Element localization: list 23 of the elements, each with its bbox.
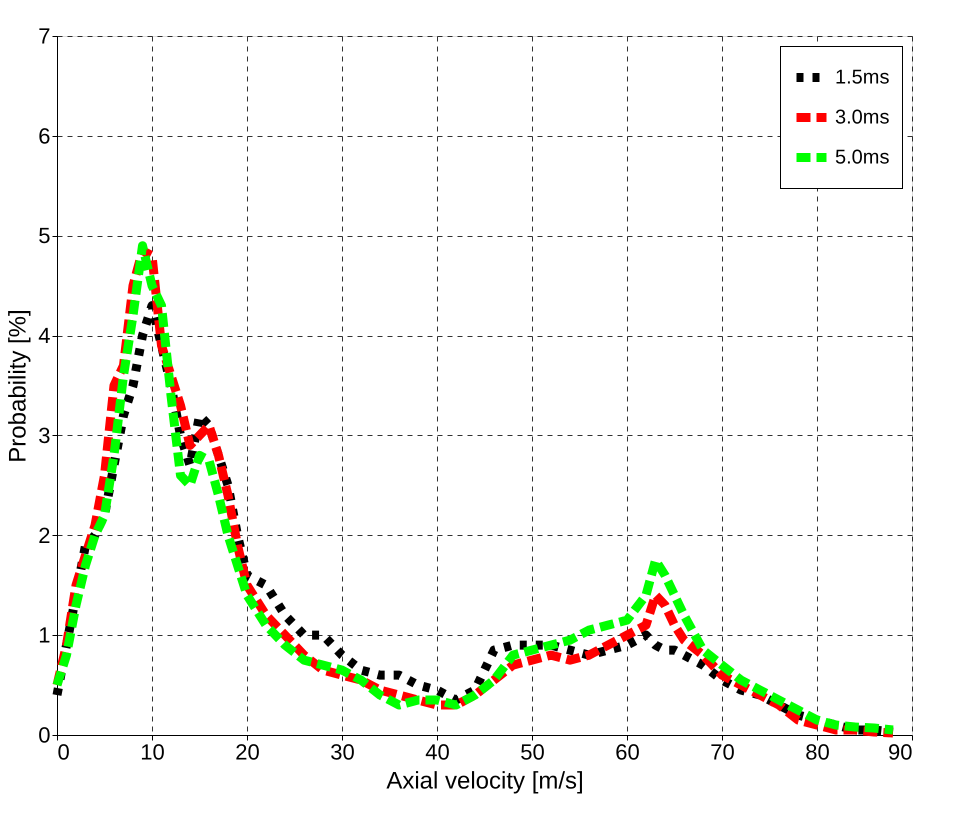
x-tick-label: 20: [235, 740, 260, 764]
y-tick-label: 0: [38, 722, 50, 748]
x-tick-label: 0: [58, 740, 70, 764]
legend-label: 3.0ms: [835, 106, 890, 128]
legend-label: 1.5ms: [835, 66, 890, 88]
y-tick-label: 4: [38, 323, 50, 348]
x-tick-label: 30: [330, 740, 355, 764]
y-tick-label: 3: [38, 422, 50, 448]
legend-label: 5.0ms: [835, 146, 890, 168]
x-tick-label: 10: [140, 740, 165, 764]
x-axis-title: Axial velocity [m/s]: [386, 768, 584, 794]
y-tick-label: 6: [38, 123, 50, 148]
x-tick-label: 90: [888, 740, 912, 764]
y-axis-title: Probability [%]: [4, 309, 32, 463]
y-tick-label: 5: [38, 223, 50, 248]
x-tick-label: 80: [805, 740, 830, 764]
x-tick-label: 70: [710, 740, 735, 764]
y-tick-label: 2: [38, 522, 50, 548]
x-tick-label: 50: [520, 740, 545, 764]
y-tick-label: 7: [38, 24, 50, 48]
x-tick-label: 60: [615, 740, 640, 764]
x-tick-label: 40: [425, 740, 450, 764]
y-tick-label: 1: [38, 622, 50, 648]
